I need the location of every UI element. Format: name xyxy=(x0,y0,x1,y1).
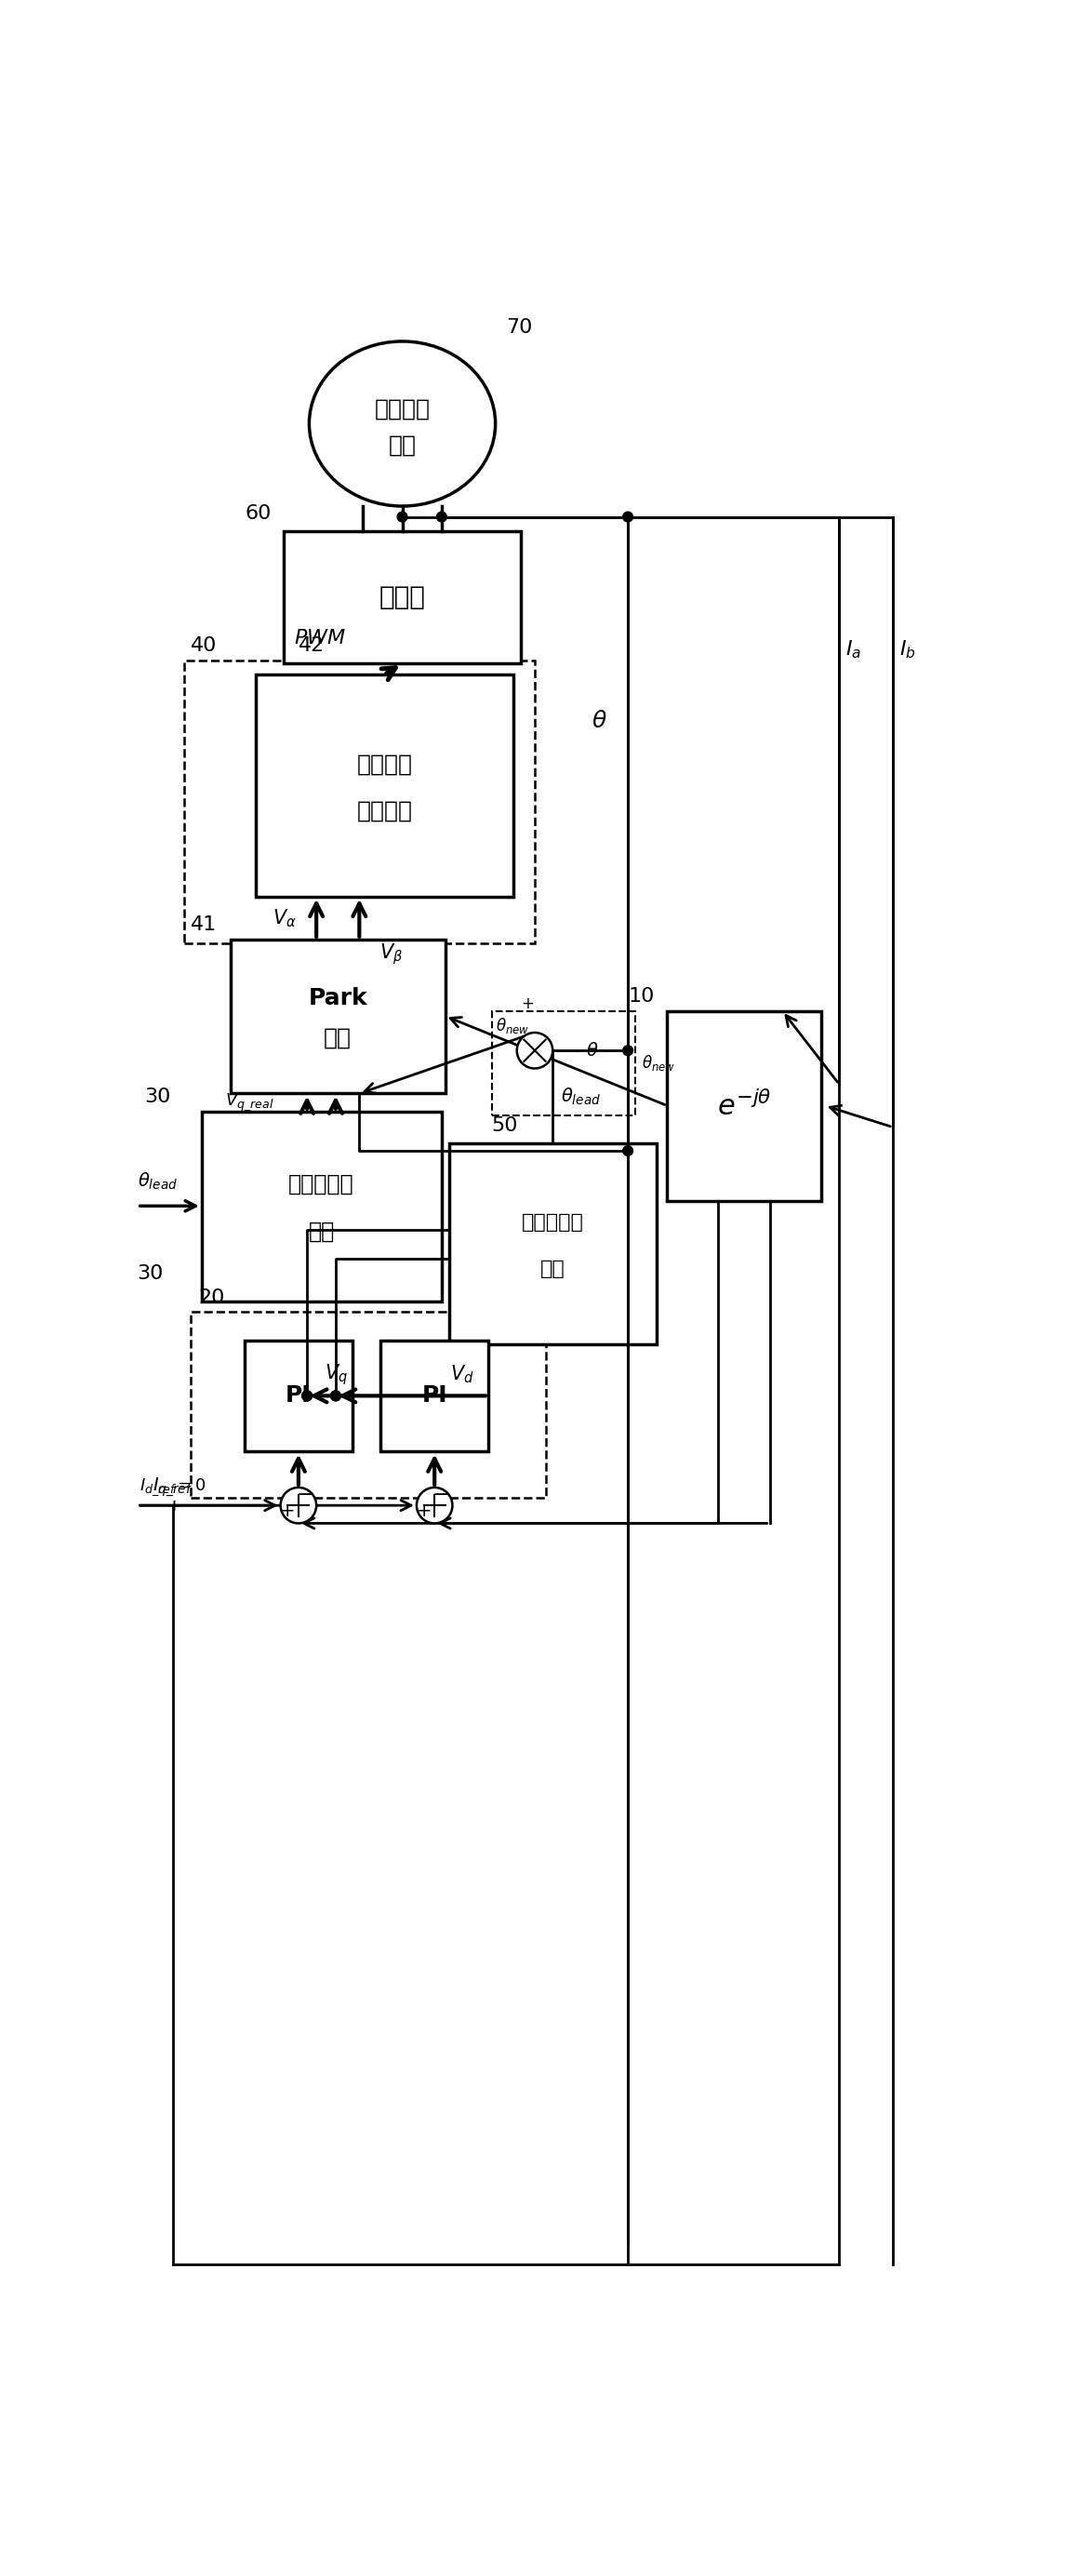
Text: $V_\alpha$: $V_\alpha$ xyxy=(272,907,296,930)
Bar xyxy=(201,1110,442,1301)
Text: $PWM$: $PWM$ xyxy=(294,629,346,649)
Text: 变换: 变换 xyxy=(324,1025,352,1048)
Text: Park: Park xyxy=(308,987,367,1010)
Bar xyxy=(255,675,514,896)
Text: 70: 70 xyxy=(506,317,532,337)
Bar xyxy=(284,531,520,665)
Circle shape xyxy=(417,1486,452,1522)
Circle shape xyxy=(280,1486,317,1522)
Circle shape xyxy=(436,513,447,523)
Bar xyxy=(449,1144,657,1345)
Circle shape xyxy=(623,1046,633,1056)
Bar xyxy=(184,659,535,943)
Bar xyxy=(191,1311,546,1499)
Circle shape xyxy=(302,1391,312,1401)
Text: 20: 20 xyxy=(198,1288,225,1306)
Bar xyxy=(492,1012,635,1115)
Circle shape xyxy=(331,1391,340,1401)
Text: $V_\beta$: $V_\beta$ xyxy=(380,940,403,966)
Text: $V_d$: $V_d$ xyxy=(450,1363,474,1386)
Ellipse shape xyxy=(309,343,495,505)
Text: $\theta_{lead}$: $\theta_{lead}$ xyxy=(138,1170,178,1190)
Text: 40: 40 xyxy=(191,636,218,654)
Circle shape xyxy=(397,513,407,523)
Bar xyxy=(230,940,445,1092)
Text: PI: PI xyxy=(285,1386,311,1406)
Text: 电机: 电机 xyxy=(389,435,416,456)
Text: $I_{q\_ref}$: $I_{q\_ref}$ xyxy=(153,1476,194,1499)
Text: $\theta$: $\theta$ xyxy=(586,1041,599,1059)
Text: 模块: 模块 xyxy=(308,1221,335,1242)
Circle shape xyxy=(517,1033,553,1069)
Text: $+$: $+$ xyxy=(521,994,534,1012)
Text: $\theta_{new}$: $\theta_{new}$ xyxy=(495,1015,529,1036)
Text: 41: 41 xyxy=(191,917,218,935)
Circle shape xyxy=(302,1391,312,1401)
Circle shape xyxy=(331,1391,340,1401)
Circle shape xyxy=(623,513,633,523)
Text: $\theta$: $\theta$ xyxy=(591,711,607,732)
Text: $+$: $+$ xyxy=(166,1499,180,1515)
Text: $-$: $-$ xyxy=(432,1484,449,1502)
Text: 永磁同步: 永磁同步 xyxy=(375,399,430,420)
Bar xyxy=(244,1340,352,1453)
Text: $+$: $+$ xyxy=(166,1499,180,1515)
Text: $I_b$: $I_b$ xyxy=(899,639,915,659)
Text: 50: 50 xyxy=(492,1115,518,1136)
Text: 空间矢量: 空间矢量 xyxy=(356,752,412,775)
Text: $I_{d\_ref}=0$: $I_{d\_ref}=0$ xyxy=(140,1476,207,1497)
Text: 60: 60 xyxy=(244,505,271,523)
Bar xyxy=(381,1340,488,1453)
Text: 10: 10 xyxy=(628,987,654,1007)
Text: $e^{-j\theta}$: $e^{-j\theta}$ xyxy=(716,1090,771,1121)
Text: $V_q$: $V_q$ xyxy=(325,1363,348,1386)
Text: 42: 42 xyxy=(298,636,325,654)
Text: +: + xyxy=(280,1502,295,1520)
Text: $-$: $-$ xyxy=(296,1484,312,1502)
Text: 单元: 单元 xyxy=(541,1260,565,1278)
Circle shape xyxy=(623,1146,633,1157)
Text: $V_{q\_real}$: $V_{q\_real}$ xyxy=(225,1092,275,1113)
Text: $\theta_{new}$: $\theta_{new}$ xyxy=(642,1054,676,1072)
Text: $I_a$: $I_a$ xyxy=(845,639,862,659)
Text: 30: 30 xyxy=(138,1265,164,1283)
Text: 转矩表查换: 转矩表查换 xyxy=(289,1172,354,1195)
Text: $\theta_{lead}$: $\theta_{lead}$ xyxy=(561,1087,601,1108)
Bar xyxy=(668,1012,822,1200)
Text: 30: 30 xyxy=(144,1087,171,1105)
Text: +: + xyxy=(416,1502,432,1520)
Text: 脉宽调制: 脉宽调制 xyxy=(356,799,412,822)
Text: PI: PI xyxy=(422,1386,447,1406)
Text: 超前角计算: 超前角计算 xyxy=(521,1213,584,1231)
Text: 逆变器: 逆变器 xyxy=(379,585,425,611)
